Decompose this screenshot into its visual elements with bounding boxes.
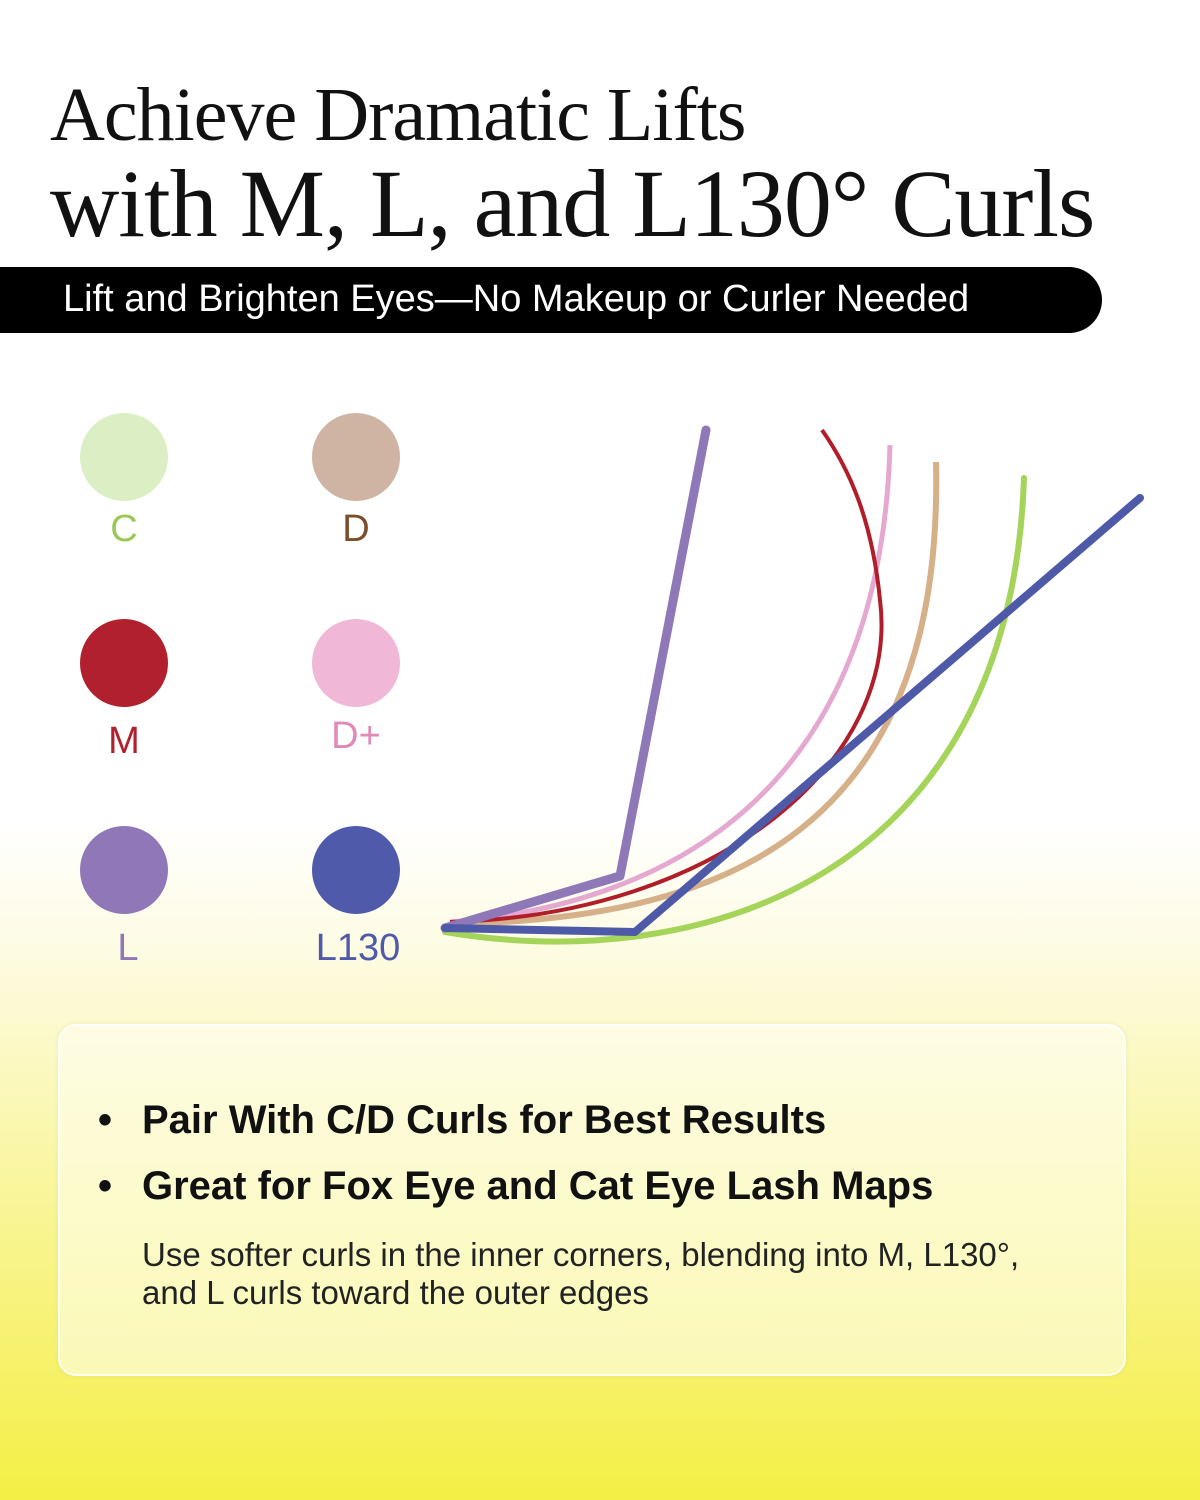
curl-swatch-m (80, 619, 168, 707)
curl-c-line (442, 475, 1027, 945)
curl-d-line (449, 461, 940, 927)
tip-text: Great for Fox Eye and Cat Eye Lash Maps (142, 1164, 934, 1208)
tips-card: • Pair With C/D Curls for Best Results • G… (58, 1024, 1126, 1376)
curl-d-plus-line (449, 444, 893, 925)
tip-bullet: • Great for Fox Eye and Cat Eye Lash Maps (98, 1164, 934, 1208)
tip-bullet: • Pair With C/D Curls for Best Results (98, 1098, 827, 1142)
curl-swatch-c (80, 413, 168, 501)
tip-text: Pair With C/D Curls for Best Results (142, 1098, 827, 1142)
curl-label-m: M (108, 720, 140, 762)
curl-l-line (440, 425, 711, 933)
subtitle-banner: Lift and Brighten Eyes—No Makeup or Curl… (0, 267, 1102, 333)
title-line-2: with M, L, and L130° Curls (50, 150, 1095, 257)
curl-label-l130: L130 (315, 927, 401, 969)
curl-swatch-l130 (312, 826, 400, 914)
curl-m-line (449, 428, 884, 924)
curl-label-l: L (117, 927, 139, 969)
curl-label-d-plus: D+ (331, 715, 381, 757)
banner-text: Lift and Brighten Eyes—No Makeup or Curl… (63, 278, 970, 320)
title-line-1: Achieve Dramatic Lifts (50, 73, 746, 157)
curl-label-c: C (110, 508, 138, 550)
curl-swatch-l (80, 826, 168, 914)
tip-note: Use softer curls in the inner corners, b… (142, 1236, 1020, 1311)
curl-label-d: D (342, 508, 370, 550)
curl-l130-line (441, 494, 1144, 936)
curl-swatch-d (312, 413, 400, 501)
curl-swatch-d-plus (312, 619, 400, 707)
